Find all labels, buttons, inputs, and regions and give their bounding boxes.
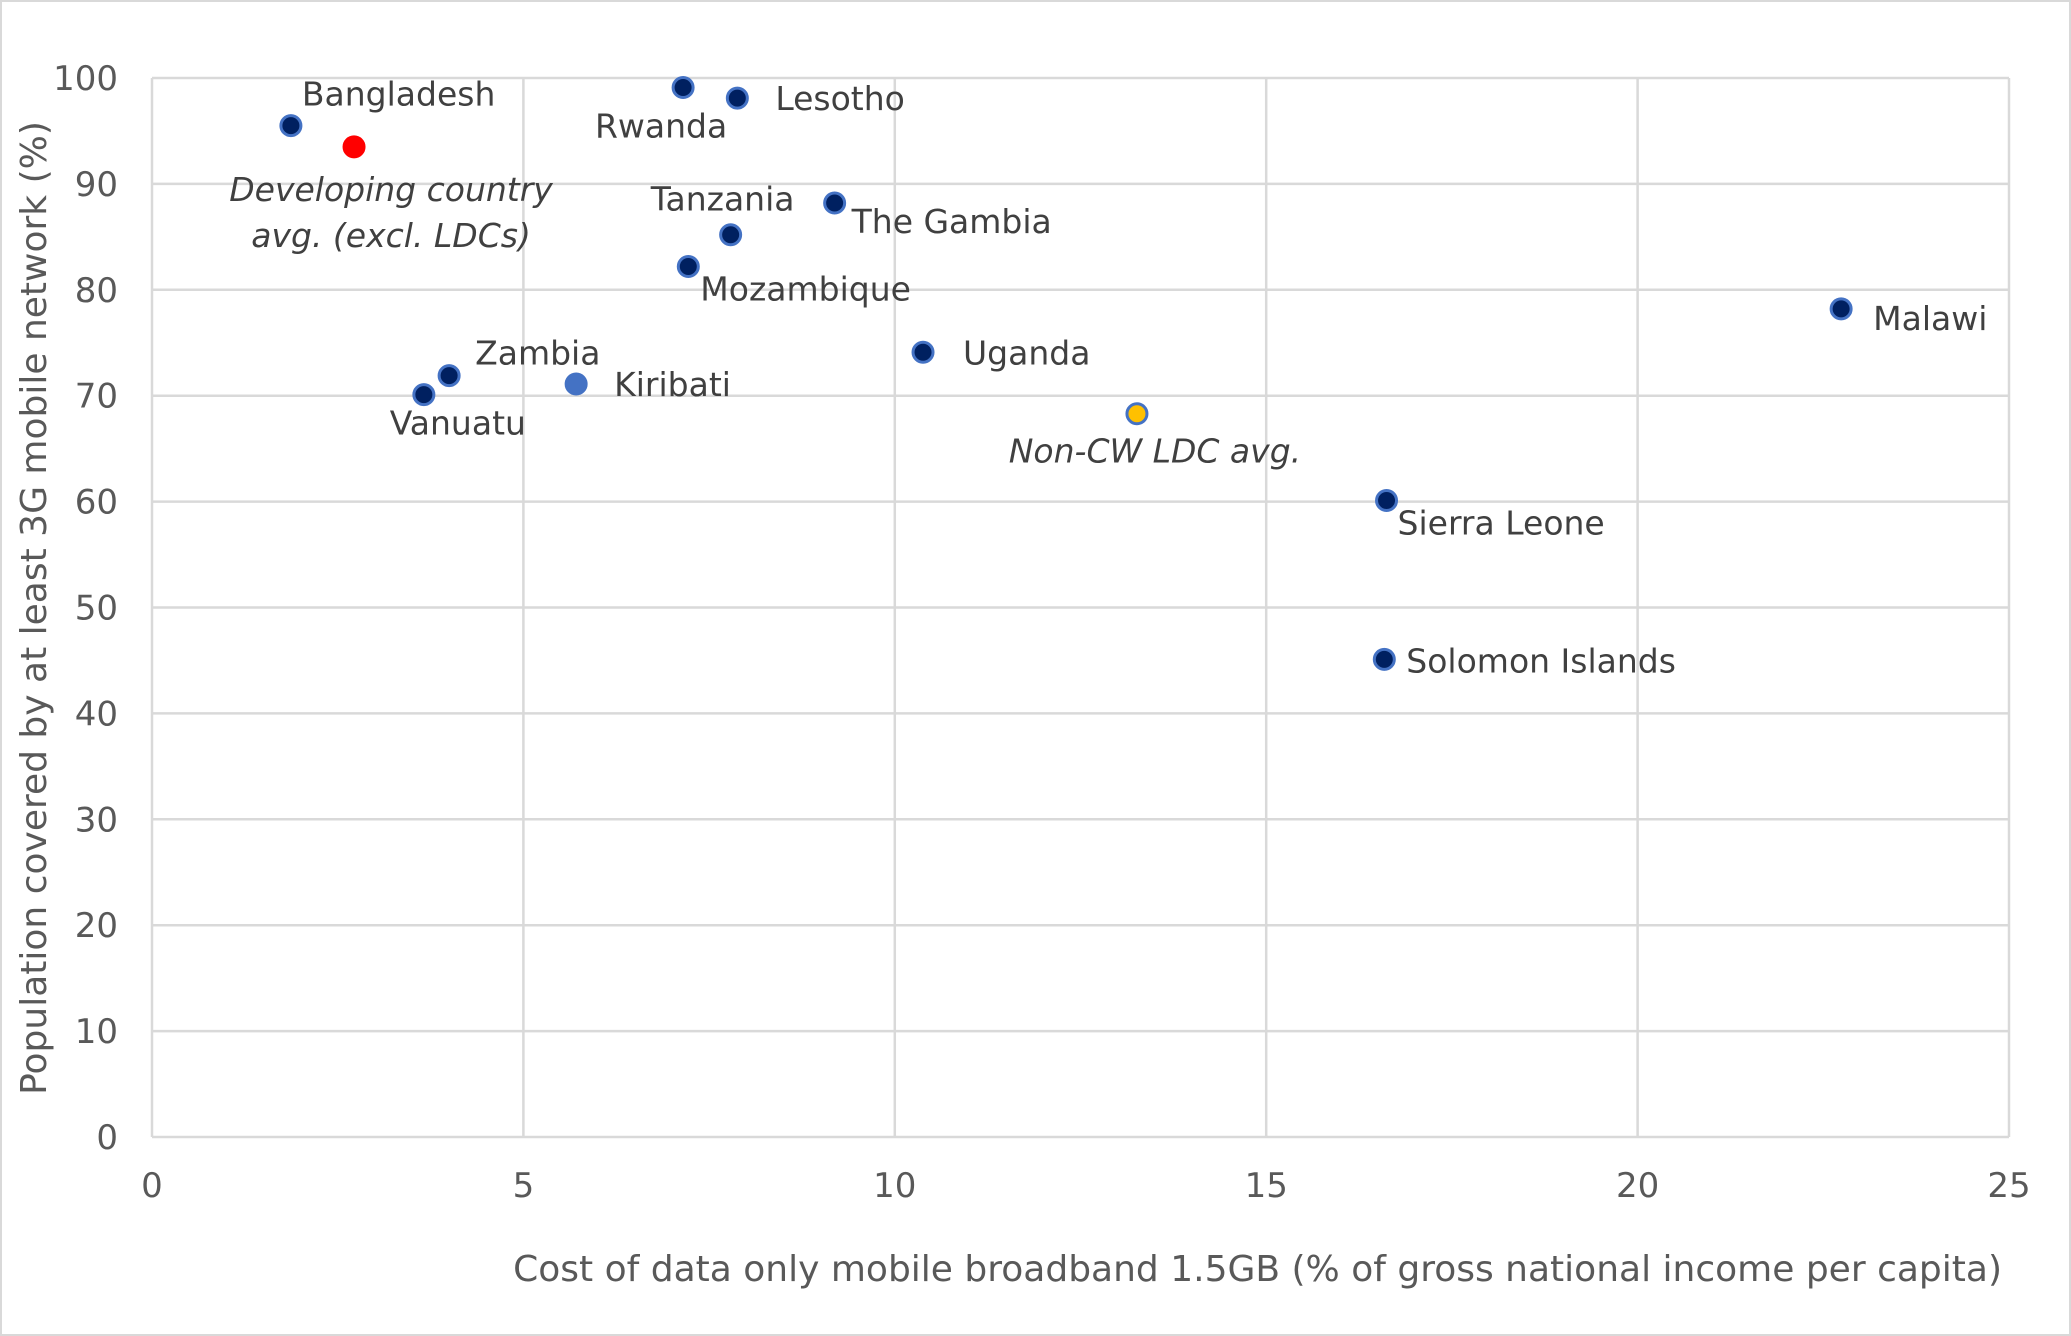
data-point — [823, 191, 847, 215]
point-label: Lesotho — [775, 79, 905, 118]
y-axis-title: Population covered by at least 3G mobile… — [14, 121, 55, 1095]
point-label: The Gambia — [851, 202, 1052, 241]
y-tick-label: 100 — [53, 59, 118, 99]
y-tick-label: 50 — [75, 589, 118, 629]
data-point — [719, 223, 743, 247]
y-tick-label: 90 — [75, 165, 118, 205]
point-label: Developing country — [229, 170, 553, 209]
y-tick-label: 30 — [75, 800, 118, 840]
y-tick-label: 80 — [75, 271, 118, 311]
x-tick-label: 10 — [873, 1166, 916, 1206]
point-label: Mozambique — [700, 270, 911, 309]
data-point — [676, 255, 700, 279]
point-label: Solomon Islands — [1406, 641, 1676, 680]
data-point — [564, 372, 588, 396]
point-label: Malawi — [1873, 299, 1987, 338]
point-label: Zambia — [475, 334, 600, 373]
x-tick-label: 20 — [1616, 1166, 1659, 1206]
y-tick-label: 0 — [96, 1118, 118, 1158]
data-point — [342, 135, 366, 159]
point-label: Kiribati — [614, 365, 731, 404]
point-label: Rwanda — [595, 107, 727, 146]
y-tick-label: 10 — [75, 1012, 118, 1052]
tick-labels: 0 10 20 30 40 50 60 70 80 90 100 0 5 10 15 20 25 — [53, 59, 2031, 1206]
gridlines — [150, 76, 2011, 1139]
data-point — [725, 86, 749, 110]
x-tick-label: 15 — [1245, 1166, 1288, 1206]
x-tick-label: 25 — [1987, 1166, 2030, 1206]
data-point — [1375, 489, 1399, 513]
point-label: Uganda — [963, 333, 1090, 372]
x-tick-label: 0 — [141, 1166, 163, 1206]
y-tick-label: 60 — [75, 483, 118, 523]
y-tick-label: 70 — [75, 377, 118, 417]
data-point — [437, 364, 461, 388]
data-points: Bangladesh Developing country avg. (excl. … — [229, 75, 1987, 681]
x-tick-label: 5 — [513, 1166, 535, 1206]
point-label: Sierra Leone — [1398, 504, 1605, 543]
data-point — [911, 340, 935, 364]
data-point — [1125, 402, 1149, 426]
data-point — [671, 76, 695, 100]
y-tick-label: 20 — [75, 906, 118, 946]
point-label: avg. (excl. LDCs) — [251, 216, 531, 255]
data-point — [1829, 297, 1853, 321]
data-point — [412, 383, 436, 407]
point-label: Bangladesh — [302, 75, 495, 114]
point-label: Tanzania — [650, 180, 795, 219]
data-point — [1372, 647, 1396, 671]
data-point — [279, 114, 303, 138]
point-label: Non-CW LDC avg. — [1009, 432, 1301, 471]
point-label: Vanuatu — [390, 404, 526, 443]
x-axis-title: Cost of data only mobile broadband 1.5GB… — [513, 1249, 2002, 1290]
y-tick-label: 40 — [75, 694, 118, 734]
